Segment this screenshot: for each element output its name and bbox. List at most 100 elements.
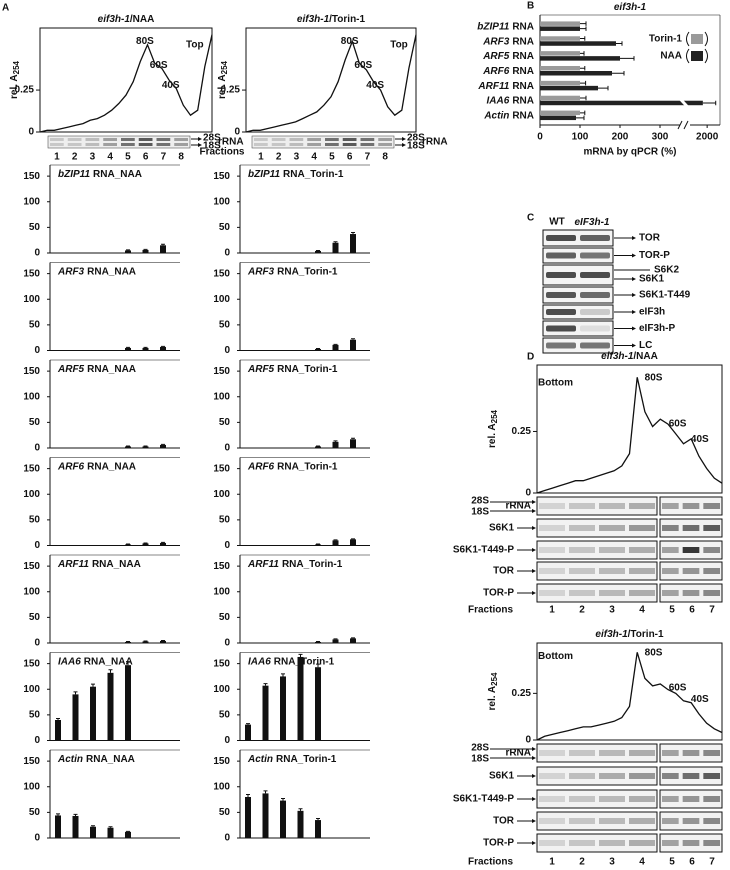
chart-title-part: RNA_NAA <box>86 754 135 765</box>
error-bar <box>316 445 320 447</box>
gel-band <box>289 143 304 146</box>
bar <box>262 793 269 838</box>
blot-band <box>539 590 565 596</box>
blot-band <box>599 568 625 574</box>
gel-arrow-head <box>402 143 406 147</box>
blot-band <box>580 235 610 241</box>
category-label-part: RNA <box>512 110 534 121</box>
gel-band <box>307 138 321 141</box>
bar <box>262 685 269 741</box>
y-tick-label: 100 <box>23 391 40 402</box>
blot-band <box>662 568 679 574</box>
error-bar <box>580 80 587 86</box>
y-axis-label-sub: 254 <box>220 60 229 74</box>
blot-band <box>682 840 700 846</box>
blot-label: LC <box>639 340 652 351</box>
panel-label: B <box>527 1 534 12</box>
gel-band <box>85 143 100 146</box>
blot-band <box>629 750 655 756</box>
bar <box>142 543 149 546</box>
blot-arrow-head <box>632 253 636 258</box>
error-bar <box>143 248 148 250</box>
fractions-label: Fractions <box>199 147 244 158</box>
error-bar <box>351 437 355 440</box>
y-tick-label: 0 <box>224 540 230 551</box>
blot-arrow-head <box>532 774 536 778</box>
blot-band <box>539 818 565 824</box>
error-bar <box>126 661 130 666</box>
y-tick-label: 50 <box>29 515 41 526</box>
rna-label: rRNA <box>422 137 448 148</box>
y-tick-label: 100 <box>23 489 40 500</box>
error-bar <box>316 663 320 668</box>
error-bar <box>126 346 130 348</box>
band-label: 18S <box>471 507 489 518</box>
gel-band <box>342 143 357 146</box>
y-tick-label: 50 <box>219 612 231 623</box>
chart-title-part: ARF6 <box>57 461 85 472</box>
y-tick-label: 100 <box>213 684 230 695</box>
error-bar <box>143 346 148 348</box>
y-tick-label: 150 <box>23 268 40 279</box>
chart-title-part: IAA6 <box>58 656 81 667</box>
profile-title-part: eif3h-1 <box>595 629 628 640</box>
bar <box>160 245 166 253</box>
x-tick-label: 100 <box>572 132 589 143</box>
blot-band <box>580 252 610 259</box>
category-label: Actin RNA <box>483 110 534 121</box>
blot-band <box>539 840 565 846</box>
blot-arrow-head <box>532 841 536 845</box>
peak-label: 40S <box>366 80 384 91</box>
chart-title: ARF5 RNA_NAA <box>57 364 136 375</box>
chart-title-part: ARF6 <box>247 461 275 472</box>
y-axis-label-sub: 254 <box>490 672 499 686</box>
bar <box>280 800 286 838</box>
blot-band <box>580 309 610 315</box>
blot-band <box>599 525 625 531</box>
fraction-number: 2 <box>579 857 585 868</box>
bar <box>540 66 580 71</box>
bar <box>540 80 580 86</box>
peak-label: 60S <box>150 60 168 71</box>
band-label: 28S <box>471 496 489 507</box>
legend-paren <box>686 31 690 47</box>
blot-band <box>703 568 720 574</box>
error-bar <box>126 249 130 251</box>
gel-band <box>360 143 375 146</box>
blot-band <box>580 325 610 332</box>
blot-arrow-head <box>632 236 636 240</box>
blot-band <box>599 796 625 802</box>
bar <box>55 815 61 838</box>
error-bar <box>263 790 268 794</box>
gel-band <box>342 138 357 141</box>
blot-band <box>569 818 595 824</box>
bar <box>142 347 149 351</box>
gel-band <box>307 143 321 146</box>
blot-arrow-head <box>532 509 536 513</box>
y-tick-label: 0.25 <box>512 426 532 437</box>
gel-band <box>156 138 171 141</box>
error-bar <box>161 345 165 347</box>
error-bar <box>143 445 148 447</box>
bar <box>350 638 356 643</box>
y-tick-label: 100 <box>213 781 230 792</box>
fraction-number: 5 <box>125 152 131 163</box>
peak-label: 60S <box>669 419 687 430</box>
bar <box>297 810 304 838</box>
error-bar <box>56 813 60 816</box>
blot-band <box>546 325 576 332</box>
chart-title-part: ARF11 <box>57 559 89 570</box>
y-tick-label: 100 <box>213 489 230 500</box>
blot-arrow-head <box>532 500 536 504</box>
blot-band <box>682 750 700 756</box>
bar <box>332 540 339 546</box>
bar <box>332 441 339 448</box>
y-tick-label: 0.25 <box>221 85 241 96</box>
profile-title-part: /NAA <box>633 351 657 362</box>
profile-title: eif3h-1/NAA <box>601 351 658 362</box>
chart-title: ARF11 RNA_NAA <box>57 559 141 570</box>
y-tick-label: 150 <box>213 171 230 182</box>
y-tick-label: 150 <box>23 366 40 377</box>
chart-title: eif3h-1 <box>614 2 647 13</box>
blot-band <box>662 796 679 802</box>
